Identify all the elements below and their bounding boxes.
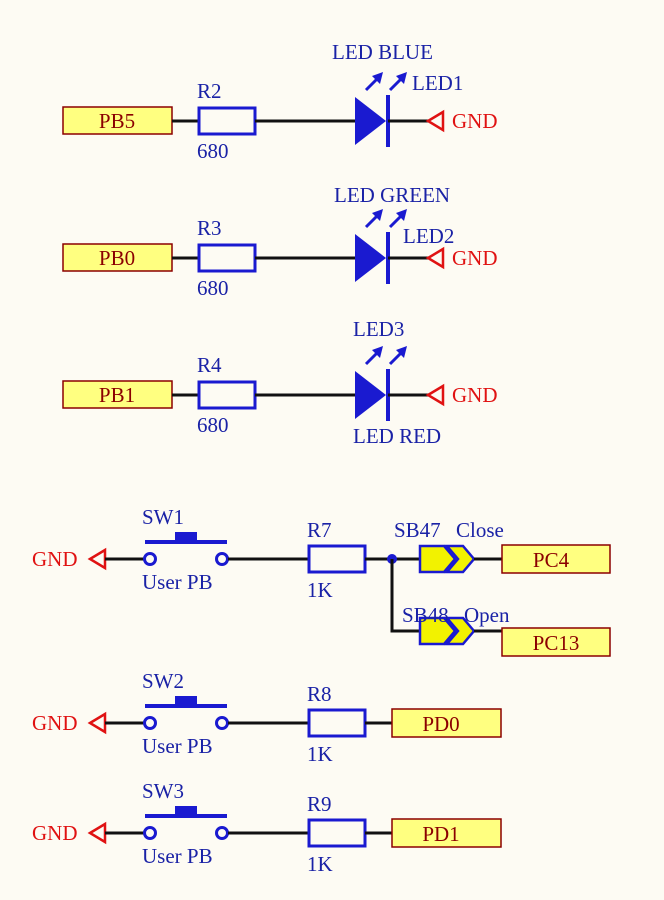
switch-contact	[215, 716, 229, 730]
led2-name: LED GREEN	[334, 183, 450, 207]
resistor-r7-ref: R7	[307, 518, 332, 542]
port-pc4	[501, 544, 611, 574]
resistor-r2-value: 680	[197, 139, 229, 163]
port-pd1	[391, 818, 502, 848]
port-pb1-label: PB1	[99, 383, 135, 407]
ground-symbol	[425, 246, 445, 270]
led2-diode-icon	[355, 234, 386, 282]
switch-circuit-2: GND SW2 User PB R8 1K PD0	[32, 669, 502, 766]
led3-ref: LED3	[353, 317, 404, 341]
port-pc4-label: PC4	[533, 548, 570, 572]
led2-arrowhead-2	[396, 209, 407, 221]
sb48-jumper-left	[418, 616, 457, 646]
sw3-value: User PB	[142, 844, 213, 868]
sb47-state: Close	[456, 518, 504, 542]
resistor-r8-ref: R8	[307, 682, 332, 706]
sw2-value: User PB	[142, 734, 213, 758]
port-pc13	[501, 627, 611, 657]
sw1-value: User PB	[142, 570, 213, 594]
resistor-r7-value: 1K	[307, 578, 333, 602]
ground-label: GND	[32, 547, 78, 571]
led2-arrowhead-1	[372, 209, 383, 221]
switch-contact	[215, 826, 229, 840]
switch-circuit-1: GND SW1 User PB R7 1K SB47 Close PC4 SB4…	[32, 505, 611, 657]
led1-arrowhead-2	[396, 72, 407, 84]
led3-name: LED RED	[353, 424, 441, 448]
led1-diode-icon	[355, 97, 386, 145]
led1-arrowhead-1	[372, 72, 383, 84]
switch-contact	[143, 826, 157, 840]
resistor-r9	[307, 818, 367, 848]
switch-circuit-3: GND SW3 User PB R9 1K PD1	[32, 779, 502, 876]
switch-button-icon	[175, 806, 197, 816]
switch-button-icon	[175, 532, 197, 542]
ground-symbol	[425, 383, 445, 407]
wire	[390, 559, 420, 633]
led3-diode-icon	[355, 371, 386, 419]
switch-contact	[215, 552, 229, 566]
resistor-r3	[197, 243, 257, 273]
led3-arrowhead-2	[396, 346, 407, 358]
resistor-r2-ref: R2	[197, 79, 222, 103]
resistor-r4-value: 680	[197, 413, 229, 437]
port-pd1-label: PD1	[422, 822, 459, 846]
resistor-r2	[197, 106, 257, 136]
led1-ref: LED1	[412, 71, 463, 95]
sb47-jumper-right	[444, 544, 476, 574]
port-pd0-label: PD0	[422, 712, 459, 736]
ground-symbol	[425, 109, 445, 133]
port-pb0-label: PB0	[99, 246, 135, 270]
resistor-r4-ref: R4	[197, 353, 222, 377]
resistor-r3-value: 680	[197, 276, 229, 300]
switch-contact	[143, 716, 157, 730]
led1-name: LED BLUE	[332, 40, 433, 64]
led-circuit-3: PB1 R4 680 LED3 LED RED GND	[62, 317, 498, 448]
resistor-r8	[307, 708, 367, 738]
ground-symbol	[87, 821, 107, 845]
sb48-jumper-right	[444, 616, 476, 646]
ground-label: GND	[452, 109, 498, 133]
resistor-r8-value: 1K	[307, 742, 333, 766]
ground-symbol	[87, 711, 107, 735]
sb48-state: Open	[464, 603, 510, 627]
resistor-r7	[307, 544, 367, 574]
sw3-ref: SW3	[142, 779, 184, 803]
resistor-r3-ref: R3	[197, 216, 222, 240]
sb48-ref: SB48	[402, 603, 449, 627]
ground-label: GND	[32, 821, 78, 845]
sb47-jumper-left	[418, 544, 457, 574]
led-circuit-2: PB0 R3 680 LED GREEN LED2 GND	[62, 183, 498, 300]
port-pb1	[62, 380, 173, 409]
switch-contact	[143, 552, 157, 566]
ground-label: GND	[452, 383, 498, 407]
port-pb5-label: PB5	[99, 109, 135, 133]
led-circuit-1: PB5 R2 680 LED BLUE LED1 GND	[62, 40, 498, 163]
sw2-ref: SW2	[142, 669, 184, 693]
port-pd0	[391, 708, 502, 738]
switch-button-icon	[175, 696, 197, 706]
resistor-r4	[197, 380, 257, 410]
resistor-r9-value: 1K	[307, 852, 333, 876]
sw1-ref: SW1	[142, 505, 184, 529]
ground-label: GND	[452, 246, 498, 270]
sb47-ref: SB47	[394, 518, 441, 542]
ground-label: GND	[32, 711, 78, 735]
ground-symbol	[87, 547, 107, 571]
led3-arrowhead-1	[372, 346, 383, 358]
port-pc13-label: PC13	[533, 631, 580, 655]
led2-ref: LED2	[403, 224, 454, 248]
resistor-r9-ref: R9	[307, 792, 332, 816]
port-pb5	[62, 106, 173, 135]
